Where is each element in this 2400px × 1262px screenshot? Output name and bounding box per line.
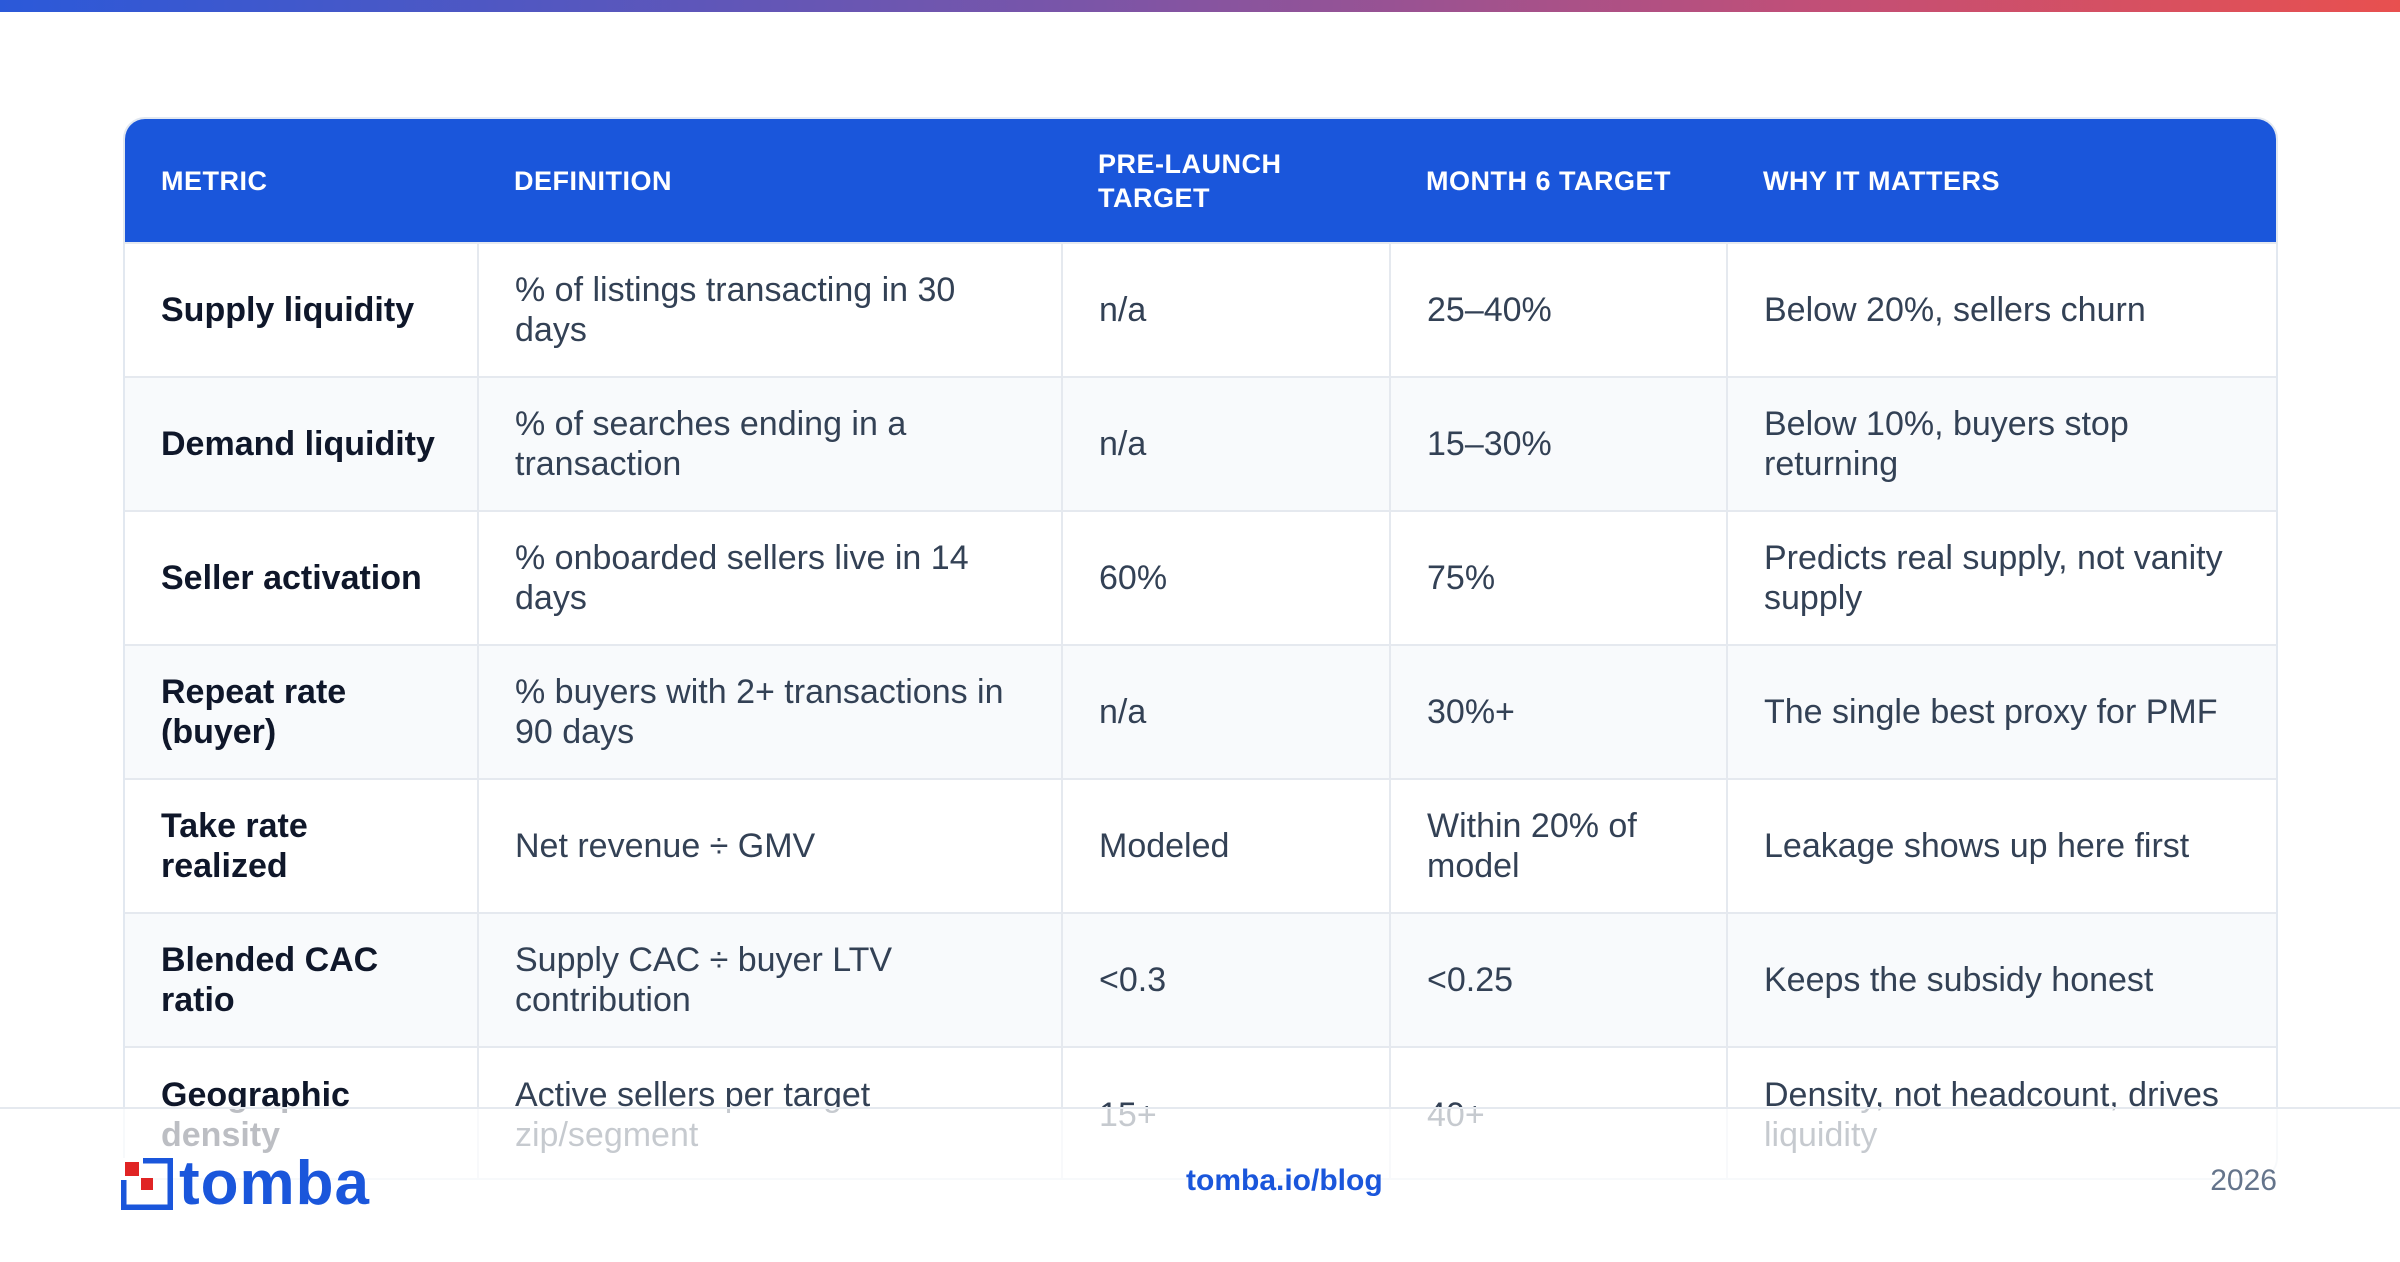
cell-pre-launch: n/a	[1061, 644, 1390, 779]
tomba-logo-icon	[121, 1158, 173, 1210]
cell-pre-launch: <0.3	[1061, 912, 1390, 1047]
table-row: Supply liquidity % of listings transacti…	[125, 242, 2276, 377]
metrics-table-container: METRIC DEFINITION PRE-LAUNCH TARGET MONT…	[123, 117, 2278, 1180]
cell-metric: Blended CAC ratio	[125, 912, 478, 1047]
header-metric: METRIC	[161, 165, 268, 196]
footer-bar	[0, 1107, 2400, 1262]
cell-pre-launch: n/a	[1061, 376, 1390, 511]
table-row: Take rate realized Net revenue ÷ GMV Mod…	[125, 778, 2276, 913]
table-row: Repeat rate (buyer) % buyers with 2+ tra…	[125, 644, 2276, 779]
cell-month6: 30%+	[1389, 644, 1727, 779]
header-why-it-matters: WHY IT MATTERS	[1763, 165, 2000, 196]
cell-definition: % onboarded sellers live in 14 days	[477, 510, 1062, 645]
cell-pre-launch: n/a	[1061, 242, 1390, 377]
cell-pre-launch: Modeled	[1061, 778, 1390, 913]
header-month-6-target: MONTH 6 TARGET	[1426, 165, 1671, 196]
cell-metric: Seller activation	[125, 510, 478, 645]
cell-why: Keeps the subsidy honest	[1726, 912, 2276, 1047]
table-row: Blended CAC ratio Supply CAC ÷ buyer LTV…	[125, 912, 2276, 1047]
cell-why: Leakage shows up here first	[1726, 778, 2276, 913]
metrics-table: METRIC DEFINITION PRE-LAUNCH TARGET MONT…	[125, 119, 2276, 1178]
cell-definition: % of listings transacting in 30 days	[477, 242, 1062, 377]
top-gradient-bar	[0, 0, 2400, 12]
table-header-row: METRIC DEFINITION PRE-LAUNCH TARGET MONT…	[125, 119, 2276, 243]
blog-link[interactable]: tomba.io/blog	[1186, 1164, 1383, 1197]
header-pre-launch-target: PRE-LAUNCH TARGET	[1098, 148, 1282, 213]
cell-metric: Demand liquidity	[125, 376, 478, 511]
cell-metric: Take rate realized	[125, 778, 478, 913]
cell-definition: Net revenue ÷ GMV	[477, 778, 1062, 913]
cell-metric: Repeat rate (buyer)	[125, 644, 478, 779]
header-definition: DEFINITION	[514, 165, 672, 196]
cell-month6: 15–30%	[1389, 376, 1727, 511]
table-row: Demand liquidity % of searches ending in…	[125, 376, 2276, 511]
cell-month6: <0.25	[1389, 912, 1727, 1047]
cell-definition: % of searches ending in a transaction	[477, 376, 1062, 511]
cell-metric: Supply liquidity	[125, 242, 478, 377]
table-row: Seller activation % onboarded sellers li…	[125, 510, 2276, 645]
cell-month6: Within 20% of model	[1389, 778, 1727, 913]
cell-why: The single best proxy for PMF	[1726, 644, 2276, 779]
cell-why: Below 20%, sellers churn	[1726, 242, 2276, 377]
cell-why: Below 10%, buyers stop returning	[1726, 376, 2276, 511]
cell-why: Predicts real supply, not vanity supply	[1726, 510, 2276, 645]
tomba-logo[interactable]: tomba	[121, 1149, 370, 1218]
cell-month6: 25–40%	[1389, 242, 1727, 377]
logo-wordmark: tomba	[179, 1149, 370, 1218]
cell-pre-launch: 60%	[1061, 510, 1390, 645]
cell-definition: % buyers with 2+ transactions in 90 days	[477, 644, 1062, 779]
cell-definition: Supply CAC ÷ buyer LTV contribution	[477, 912, 1062, 1047]
cell-month6: 75%	[1389, 510, 1727, 645]
footer-year: 2026	[2210, 1164, 2277, 1197]
